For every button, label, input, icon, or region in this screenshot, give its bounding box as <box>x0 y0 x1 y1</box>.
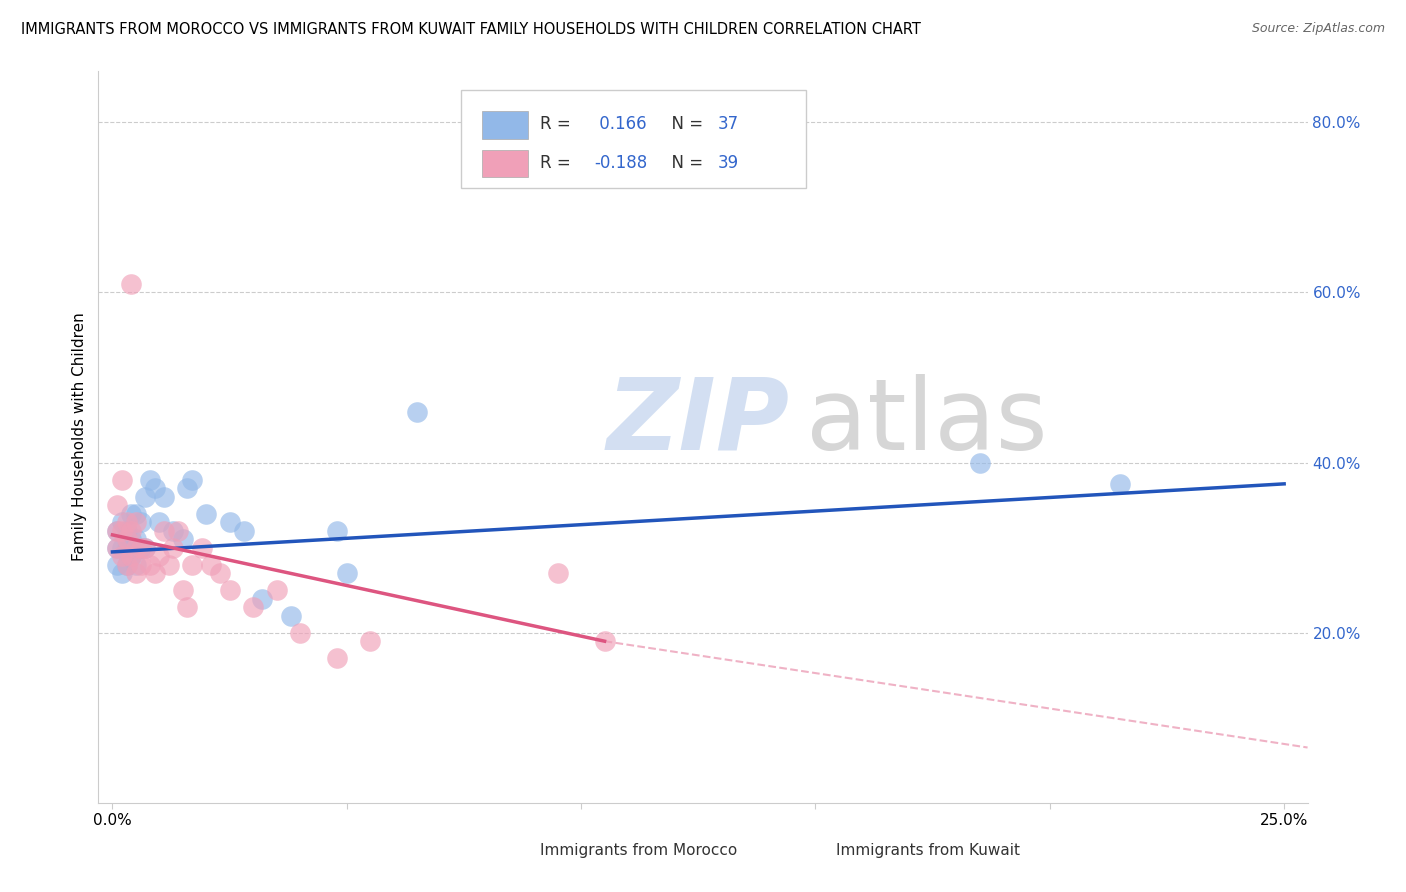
Y-axis label: Family Households with Children: Family Households with Children <box>72 313 87 561</box>
Point <box>105 498 128 512</box>
Point <box>120 277 142 291</box>
Point <box>252 591 274 606</box>
Text: 0.166: 0.166 <box>595 115 647 133</box>
Point <box>105 524 128 538</box>
Point <box>280 608 302 623</box>
Point <box>125 566 148 581</box>
Point <box>125 532 148 546</box>
Point <box>1109 476 1132 491</box>
Point <box>115 532 138 546</box>
Point <box>111 473 134 487</box>
Point <box>111 566 134 581</box>
Point <box>288 625 311 640</box>
Point <box>209 566 232 581</box>
FancyBboxPatch shape <box>800 841 827 862</box>
Text: IMMIGRANTS FROM MOROCCO VS IMMIGRANTS FROM KUWAIT FAMILY HOUSEHOLDS WITH CHILDRE: IMMIGRANTS FROM MOROCCO VS IMMIGRANTS FR… <box>21 22 921 37</box>
Point <box>125 515 148 529</box>
Point <box>232 524 254 538</box>
Point <box>593 634 616 648</box>
Point <box>105 541 128 555</box>
Text: 37: 37 <box>717 115 738 133</box>
Point <box>115 515 138 529</box>
Point <box>129 541 152 555</box>
Point <box>125 541 148 555</box>
Point <box>162 524 184 538</box>
Point <box>120 532 142 546</box>
Text: Source: ZipAtlas.com: Source: ZipAtlas.com <box>1251 22 1385 36</box>
Point <box>129 558 152 572</box>
Point <box>969 456 991 470</box>
Point <box>134 541 156 555</box>
Point <box>143 566 166 581</box>
Point <box>111 549 134 563</box>
Point <box>134 490 156 504</box>
Point <box>139 473 162 487</box>
Point <box>111 524 134 538</box>
Text: -0.188: -0.188 <box>595 153 647 172</box>
Point <box>242 600 264 615</box>
Point <box>218 583 240 598</box>
Point <box>129 541 152 555</box>
Point <box>359 634 381 648</box>
Point <box>120 549 142 563</box>
FancyBboxPatch shape <box>461 90 806 188</box>
Point <box>181 473 204 487</box>
Point <box>139 558 162 572</box>
Point <box>326 651 349 665</box>
Point <box>111 515 134 529</box>
Point <box>120 524 142 538</box>
Point <box>266 583 288 598</box>
Point <box>162 541 184 555</box>
Point <box>153 524 176 538</box>
Point <box>115 558 138 572</box>
Point <box>120 507 142 521</box>
Point <box>218 515 240 529</box>
Point <box>172 532 194 546</box>
Point <box>105 541 128 555</box>
Point <box>153 490 176 504</box>
Point <box>176 600 198 615</box>
Point <box>143 481 166 495</box>
Point <box>190 541 212 555</box>
Point <box>336 566 359 581</box>
Text: Immigrants from Morocco: Immigrants from Morocco <box>540 843 737 858</box>
Text: N =: N = <box>661 153 709 172</box>
Point <box>148 515 170 529</box>
Point <box>125 558 148 572</box>
Point <box>195 507 218 521</box>
Point <box>111 541 134 555</box>
Point <box>200 558 222 572</box>
Point <box>167 524 190 538</box>
FancyBboxPatch shape <box>482 150 527 178</box>
Point <box>125 507 148 521</box>
Text: 39: 39 <box>717 153 738 172</box>
Text: Immigrants from Kuwait: Immigrants from Kuwait <box>837 843 1019 858</box>
Point <box>406 404 429 418</box>
Point <box>547 566 569 581</box>
Point <box>176 481 198 495</box>
Point <box>105 524 128 538</box>
Point <box>115 524 138 538</box>
Point <box>115 558 138 572</box>
Text: N =: N = <box>661 115 709 133</box>
Text: R =: R = <box>540 153 576 172</box>
Text: atlas: atlas <box>806 374 1047 471</box>
Point <box>129 515 152 529</box>
Point <box>181 558 204 572</box>
Text: ZIP: ZIP <box>606 374 789 471</box>
Point <box>172 583 194 598</box>
Point <box>134 541 156 555</box>
Point <box>120 549 142 563</box>
FancyBboxPatch shape <box>482 111 527 138</box>
Text: R =: R = <box>540 115 576 133</box>
Point <box>105 558 128 572</box>
Point <box>157 558 180 572</box>
Point <box>148 549 170 563</box>
Point <box>115 541 138 555</box>
Point <box>326 524 349 538</box>
FancyBboxPatch shape <box>503 841 530 862</box>
